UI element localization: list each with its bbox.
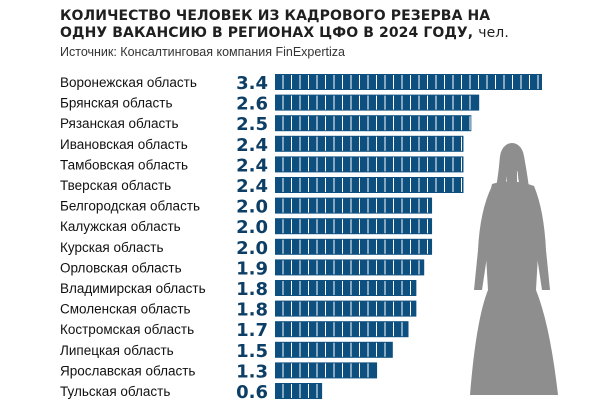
bar-stripes (282, 157, 462, 172)
bar (275, 177, 464, 193)
category-label: Костромская область (60, 322, 194, 337)
category-label: Курская область (60, 240, 163, 255)
bar-stripes (282, 322, 403, 337)
value-label: 2.4 (236, 176, 268, 197)
bar (275, 74, 542, 90)
value-label: 2.0 (236, 217, 268, 238)
bar-stripes (282, 219, 428, 234)
category-label: Тульская область (60, 384, 170, 399)
bar-stripes (282, 384, 318, 398)
bar-stripes (282, 342, 386, 357)
chart-title: КОЛИЧЕСТВО ЧЕЛОВЕК ИЗ КАДРОВОГО РЕЗЕРВА … (60, 8, 520, 42)
category-label: Воронежская область (60, 75, 197, 90)
category-label: Орловская область (60, 260, 182, 275)
bar (275, 238, 433, 255)
bar-stripes (282, 136, 462, 151)
bar (275, 300, 417, 317)
category-label: Ярославская область (60, 363, 195, 378)
value-label: 1.5 (236, 341, 268, 362)
value-label: 2.0 (236, 197, 268, 218)
bar (275, 321, 409, 338)
bar-stripes (282, 95, 471, 110)
category-label: Белгородская область (60, 199, 200, 214)
bar-stripes (282, 75, 539, 89)
bar (275, 259, 425, 276)
bar-stripes (282, 198, 428, 213)
bar-stripes (282, 178, 462, 192)
woman-silhouette-icon (470, 143, 558, 395)
category-label: Ивановская область (60, 137, 188, 152)
category-label: Рязанская область (60, 116, 179, 131)
bar-stripes (282, 281, 411, 295)
value-label: 1.3 (236, 361, 268, 382)
value-label: 2.4 (236, 155, 268, 176)
value-label: 2.0 (236, 238, 268, 259)
value-label: 2.5 (236, 114, 268, 135)
category-label: Брянская область (60, 96, 173, 111)
bar (275, 115, 472, 132)
value-label: 2.4 (236, 135, 268, 156)
chart-title-text: КОЛИЧЕСТВО ЧЕЛОВЕК ИЗ КАДРОВОГО РЕЗЕРВА … (60, 8, 491, 41)
value-label: 0.6 (236, 382, 268, 400)
category-label: Тверская область (60, 178, 171, 193)
bar (275, 280, 417, 296)
bar (275, 135, 464, 152)
bar (275, 218, 433, 235)
bar-stripes (282, 363, 369, 378)
chart-source: Источник: Консалтинговая компания FinExp… (60, 45, 345, 59)
bar-stripes (282, 301, 411, 316)
category-label: Смоленская область (60, 302, 191, 317)
bar (275, 362, 378, 379)
category-label: Липецкая область (60, 343, 174, 358)
bar-stripes (282, 239, 428, 254)
value-label: 1.8 (236, 279, 268, 300)
value-label: 3.4 (236, 73, 268, 94)
value-label: 2.6 (236, 94, 268, 115)
bar-stripes (282, 260, 420, 275)
bar (275, 197, 433, 214)
value-label: 1.7 (236, 320, 268, 341)
value-label: 1.9 (236, 258, 268, 279)
value-label: 1.8 (236, 300, 268, 321)
chart-title-unit: чел. (478, 25, 509, 41)
category-label: Владимирская область (60, 281, 206, 296)
bar (275, 383, 323, 399)
bar (275, 156, 464, 173)
bar (275, 94, 480, 111)
bar-stripes (282, 116, 471, 131)
category-label: Тамбовская область (60, 157, 188, 172)
category-label: Калужская область (60, 219, 181, 234)
